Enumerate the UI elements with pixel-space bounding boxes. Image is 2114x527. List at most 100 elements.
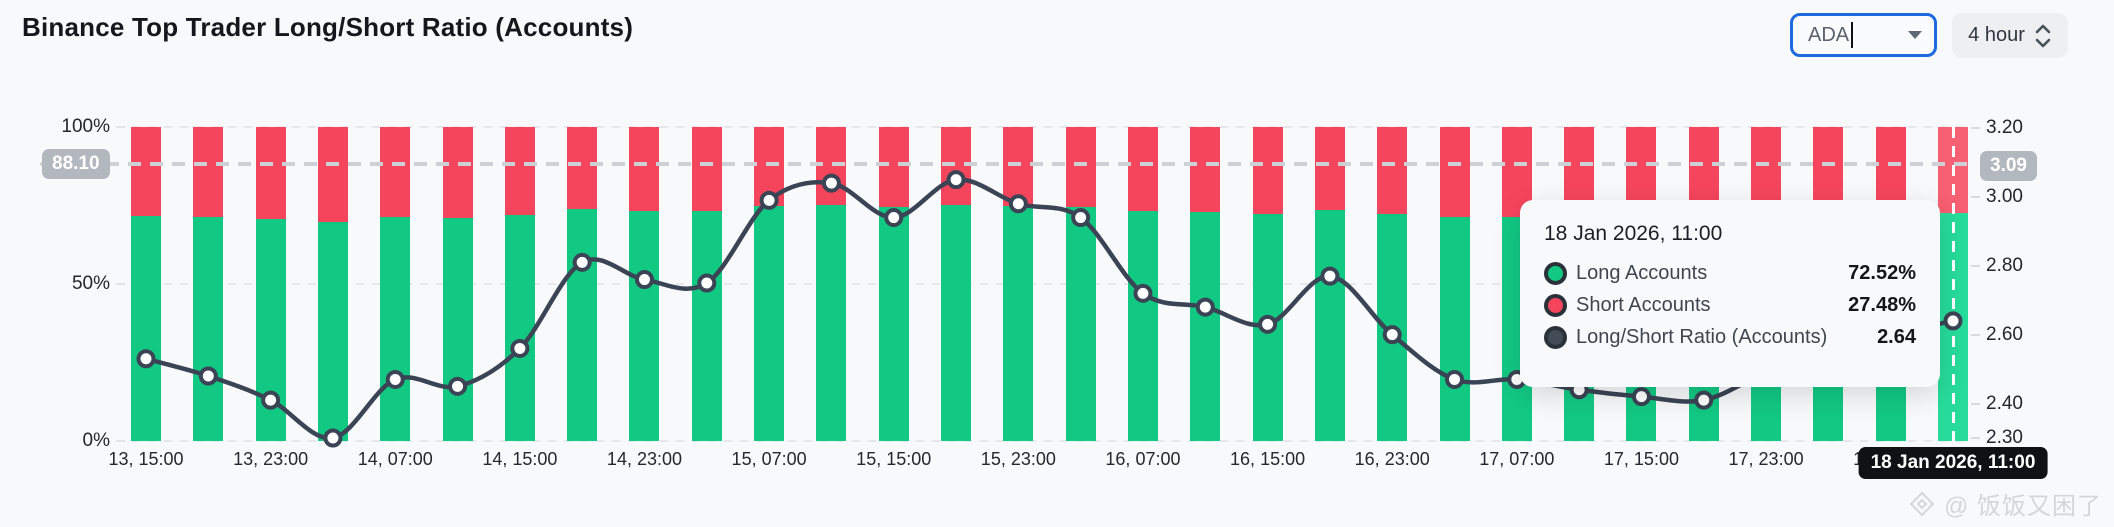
short-segment [1314, 127, 1345, 211]
x-axis-label: 15, 15:00 [856, 449, 932, 469]
tooltip-row-value: 72.52% [1848, 262, 1916, 284]
binance-diamond-icon [1909, 491, 1935, 516]
x-axis-label: 13, 15:00 [108, 449, 184, 469]
bar-13, 19:00[interactable] [193, 127, 224, 441]
gridline [116, 126, 1972, 128]
long-segment [691, 210, 722, 441]
long-segment [816, 204, 847, 441]
tooltip-row: Short Accounts 27.48% [1544, 294, 1916, 317]
long-segment [442, 218, 473, 441]
long-segment [1003, 205, 1034, 441]
y-axis-right-label: 3.20 [1986, 117, 2023, 138]
symbol-select-value: ADA [1808, 23, 1850, 46]
tooltip-title: 18 Jan 2026, 11:00 [1544, 222, 1723, 245]
short-segment [131, 127, 161, 216]
symbol-select[interactable]: ADA [1790, 13, 1937, 57]
bar-15, 03:00[interactable] [691, 127, 722, 441]
tooltip-row-label: Long/Short Ratio (Accounts) [1576, 326, 1828, 348]
short-segment [255, 127, 286, 220]
x-axis-label: 14, 23:00 [606, 449, 683, 469]
crosshair-right-value-badge: 3.09 [1980, 150, 2037, 181]
crosshair-horizontal-line [40, 162, 1976, 167]
short-segment [1003, 127, 1034, 206]
interval-select[interactable]: 4 hour [1952, 13, 2068, 58]
x-axis-label: 16, 07:00 [1105, 449, 1181, 469]
bar-14, 03:00[interactable] [317, 127, 348, 441]
short-segment [1875, 127, 1906, 215]
long-segment [1065, 206, 1096, 441]
series-dot-icon [1544, 294, 1567, 317]
series-dot-icon [1544, 326, 1567, 349]
series-dot-icon [1544, 262, 1567, 285]
x-axis-label: 14, 15:00 [482, 449, 558, 469]
short-segment [629, 127, 660, 211]
long-segment [380, 217, 411, 441]
y-axis-right-label: 3.00 [1986, 185, 2023, 207]
bar-16, 07:00[interactable] [1127, 127, 1158, 441]
bar-13, 23:00[interactable] [255, 127, 286, 441]
tooltip-row-label: Long Accounts [1576, 262, 1708, 284]
long-segment [941, 204, 972, 441]
long-segment [1439, 217, 1470, 441]
short-segment [1439, 127, 1470, 218]
short-segment [380, 127, 411, 218]
tooltip-row: Long Accounts 72.52% [1544, 262, 1916, 285]
tooltip-row-value: 27.48% [1848, 294, 1916, 316]
y-axis-right-label: 2.40 [1986, 392, 2023, 414]
short-segment [193, 127, 224, 218]
gridline [116, 283, 1972, 285]
text-cursor [1851, 22, 1854, 48]
short-segment [1065, 127, 1096, 207]
tooltip-row-value: 2.64 [1877, 326, 1916, 348]
x-axis-label: 17, 23:00 [1728, 449, 1804, 469]
long-segment [504, 215, 535, 441]
bar-14, 11:00[interactable] [442, 127, 473, 441]
bar-14, 15:00[interactable] [504, 127, 535, 441]
short-segment [1127, 127, 1158, 212]
crosshair-left-value-badge: 88.10 [42, 149, 110, 180]
long-segment [1314, 210, 1345, 441]
crosshair-vertical-line [1951, 127, 1955, 441]
long-segment [193, 217, 224, 441]
y-axis-right-label: 2.60 [1986, 323, 2023, 345]
long-segment [131, 215, 161, 441]
bar-14, 23:00[interactable] [629, 127, 660, 441]
short-segment [442, 127, 473, 219]
short-segment [567, 127, 598, 210]
x-axis-label: 14, 07:00 [357, 449, 433, 469]
y-axis-right-label: 2.80 [1986, 254, 2023, 276]
long-segment [567, 209, 598, 441]
x-axis-label: 16, 23:00 [1354, 449, 1430, 469]
y-axis-left-label: 50% [71, 273, 110, 294]
bar-17, 03:00[interactable] [1439, 127, 1470, 441]
short-segment [691, 127, 722, 211]
crosshair-date-badge: 18 Jan 2026, 11:00 [1858, 447, 2048, 479]
bar-14, 07:00[interactable] [380, 127, 411, 441]
short-segment [317, 127, 348, 223]
chevron-down-icon [1908, 31, 1922, 39]
up-down-chevrons-icon [2035, 24, 2051, 47]
x-axis-label: 16, 15:00 [1230, 449, 1306, 469]
long-segment [629, 210, 660, 441]
x-axis-label: 13, 23:00 [233, 449, 309, 469]
bar-15, 15:00[interactable] [878, 127, 909, 441]
x-axis-label: 15, 23:00 [980, 449, 1056, 469]
bar-16, 11:00[interactable] [1190, 127, 1221, 441]
short-segment [1190, 127, 1221, 213]
bar-13, 15:00[interactable] [131, 127, 161, 441]
short-segment [1377, 127, 1408, 215]
bar-16, 03:00[interactable] [1065, 127, 1096, 441]
bar-14, 19:00[interactable] [567, 127, 598, 441]
long-segment [878, 206, 909, 441]
chart-tooltip: 18 Jan 2026, 11:00 Long Accounts 72.52% Sh… [1520, 200, 1940, 387]
long-segment [1190, 212, 1221, 441]
bar-16, 19:00[interactable] [1314, 127, 1345, 441]
x-axis-label: 17, 15:00 [1603, 449, 1679, 469]
gridline [116, 440, 1972, 442]
y-axis-right-label: 2.30 [1986, 427, 2023, 448]
bar-15, 23:00[interactable] [1003, 127, 1034, 441]
short-segment [1252, 127, 1283, 214]
tooltip-row: Long/Short Ratio (Accounts) 2.64 [1544, 326, 1916, 349]
